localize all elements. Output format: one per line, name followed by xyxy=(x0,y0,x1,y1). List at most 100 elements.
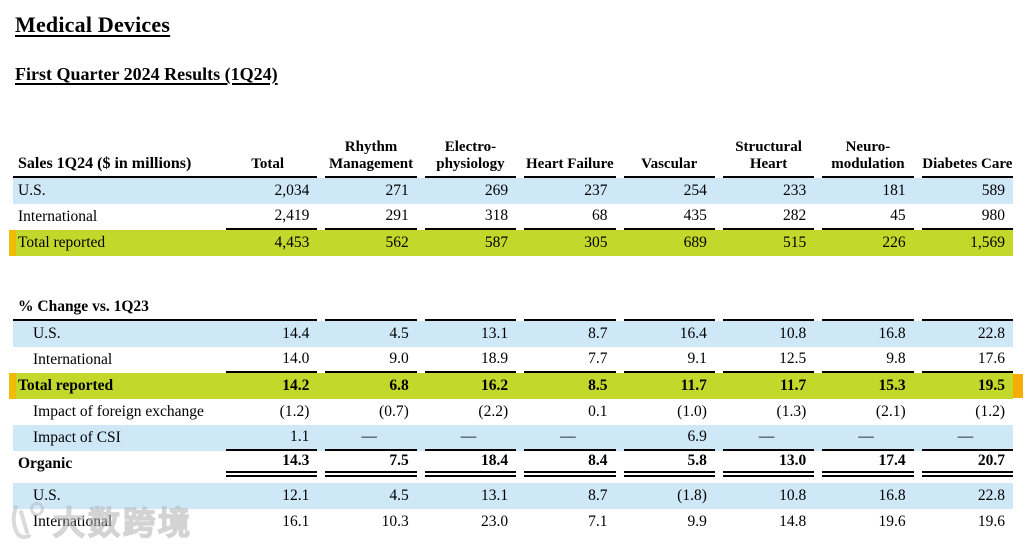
change-section-label: % Change vs. 1Q23 xyxy=(13,295,218,321)
cell-value: 435 xyxy=(623,204,715,230)
cell-value: 68 xyxy=(524,204,616,230)
cell-value: 5.8 xyxy=(623,451,715,477)
cell-value: (2.2) xyxy=(478,403,509,420)
cell-value: — xyxy=(822,425,914,451)
cell-value: 10.8 xyxy=(779,487,807,504)
cell-value: 23.0 xyxy=(481,513,509,530)
table-row: U.S. 2,034 271 269 237 254 233 181 589 xyxy=(13,178,1013,204)
cell-value: 13.1 xyxy=(481,487,509,504)
row-label: U.S. xyxy=(33,487,61,504)
cell-value: 10.3 xyxy=(381,513,409,530)
cell-value: 15.3 xyxy=(878,377,906,394)
cell-value: (1.2) xyxy=(279,403,310,420)
table-row: U.S. 14.4 4.5 13.1 8.7 16.4 10.8 16.8 22.8 xyxy=(13,321,1013,347)
cell-value: 18.9 xyxy=(424,347,517,373)
cell-value: 7.7 xyxy=(524,347,616,373)
rule-segment xyxy=(722,295,815,321)
cell-value: 12.1 xyxy=(282,487,310,504)
cell-value: 271 xyxy=(385,182,409,199)
cell-value: 254 xyxy=(683,182,707,199)
cell-value: (0.7) xyxy=(379,403,409,420)
cell-value: 689 xyxy=(683,234,707,251)
row-label: Impact of foreign exchange xyxy=(33,403,204,420)
cell-value: 22.8 xyxy=(977,325,1005,342)
cell-value: 45 xyxy=(822,204,914,230)
table-row: International 2,419 291 318 68 435 282 45 980 xyxy=(13,204,1013,230)
rule-segment xyxy=(218,295,318,321)
cell-value: 14.4 xyxy=(282,325,310,342)
cell-value: 22.8 xyxy=(977,487,1005,504)
cell-value: 269 xyxy=(484,182,509,199)
row-label: Impact of CSI xyxy=(33,429,121,446)
column-header: Diabetes Care xyxy=(921,136,1013,178)
cell-value: 16.2 xyxy=(481,377,509,394)
cell-value: 9.9 xyxy=(687,513,707,530)
cell-value: — xyxy=(424,425,517,451)
cell-value: 14.0 xyxy=(226,347,318,373)
cell-value: 8.7 xyxy=(588,325,608,342)
row-label: International xyxy=(33,351,113,368)
cell-value: (1.8) xyxy=(677,487,707,504)
cell-value: 16.4 xyxy=(679,325,707,342)
cell-value: 2,419 xyxy=(226,204,318,230)
cell-value: 587 xyxy=(484,234,509,251)
cell-value: 282 xyxy=(722,204,815,230)
cell-value: 17.4 xyxy=(822,451,914,477)
cell-value: (1.2) xyxy=(975,403,1005,420)
cell-value: 8.4 xyxy=(524,451,616,477)
table-row-total-reported: Total reported 14.2 6.8 16.2 8.5 11.7 11.7 15.… xyxy=(9,373,1023,399)
column-header: Vascular xyxy=(623,136,715,178)
column-header: Rhythm Management xyxy=(325,136,417,178)
results-table: Sales 1Q24 ($ in millions) Total Rhythm M… xyxy=(9,136,1023,535)
row-label: International xyxy=(33,513,113,530)
cell-value: 1.1 xyxy=(226,425,318,451)
table-row: Impact of foreign exchange (1.2) (0.7) (2.… xyxy=(13,399,1013,425)
row-label: Organic xyxy=(18,455,73,472)
rule-segment xyxy=(325,295,417,321)
cell-value: 226 xyxy=(882,234,906,251)
row-label: U.S. xyxy=(18,182,46,199)
cell-value: 16.8 xyxy=(878,487,906,504)
cell-value: (1.3) xyxy=(776,403,807,420)
cell-value: 1,569 xyxy=(970,234,1005,251)
row-label: Total reported xyxy=(18,234,106,251)
cell-value: 237 xyxy=(584,182,608,199)
cell-value: 19.6 xyxy=(977,513,1005,530)
table-row: International 14.0 9.0 18.9 7.7 9.1 12.5 9.8 17… xyxy=(13,347,1013,373)
rule-segment xyxy=(424,295,517,321)
sales-section-label: Sales 1Q24 ($ in millions) xyxy=(13,136,218,178)
cell-value: — xyxy=(325,425,417,451)
column-header: Structural Heart xyxy=(722,136,815,178)
cell-value: 14.2 xyxy=(282,377,310,394)
cell-value: 9.0 xyxy=(325,347,417,373)
section-subtitle: First Quarter 2024 Results (1Q24) xyxy=(15,64,278,84)
cell-value: 515 xyxy=(783,234,807,251)
cell-value: 0.1 xyxy=(588,403,608,420)
cell-value: 14.8 xyxy=(779,513,807,530)
cell-value: 4.5 xyxy=(389,487,409,504)
cell-value: — xyxy=(722,425,815,451)
table-header-row: Sales 1Q24 ($ in millions) Total Rhythm M… xyxy=(13,136,1013,178)
column-header: Heart Failure xyxy=(524,136,616,178)
cell-value: 11.7 xyxy=(779,377,807,394)
cell-value: 980 xyxy=(921,204,1013,230)
table-row: Impact of CSI 1.1 — — — 6.9 — — — xyxy=(13,425,1013,451)
cell-value: 589 xyxy=(981,182,1005,199)
cell-value: 20.7 xyxy=(921,451,1013,477)
cell-value: 7.5 xyxy=(325,451,417,477)
table-row-organic: Organic 14.3 7.5 18.4 8.4 5.8 13.0 17.4 20.7 xyxy=(13,451,1013,477)
cell-value: 233 xyxy=(783,182,807,199)
cell-value: 17.6 xyxy=(921,347,1013,373)
cell-value: 13.0 xyxy=(722,451,815,477)
cell-value: 14.3 xyxy=(226,451,318,477)
cell-value: 12.5 xyxy=(722,347,815,373)
page-title: Medical Devices xyxy=(15,12,171,37)
change-section-header-row: % Change vs. 1Q23 xyxy=(13,295,1013,321)
row-label: Total reported xyxy=(18,377,114,394)
cell-value: 4,453 xyxy=(274,234,310,251)
table-row-total-reported: Total reported 4,453 562 587 305 689 515 226 1,… xyxy=(9,230,1013,256)
column-header: Total xyxy=(218,136,318,178)
row-label: International xyxy=(18,208,98,225)
cell-value: 11.7 xyxy=(680,377,707,394)
cell-value: 6.9 xyxy=(623,425,715,451)
